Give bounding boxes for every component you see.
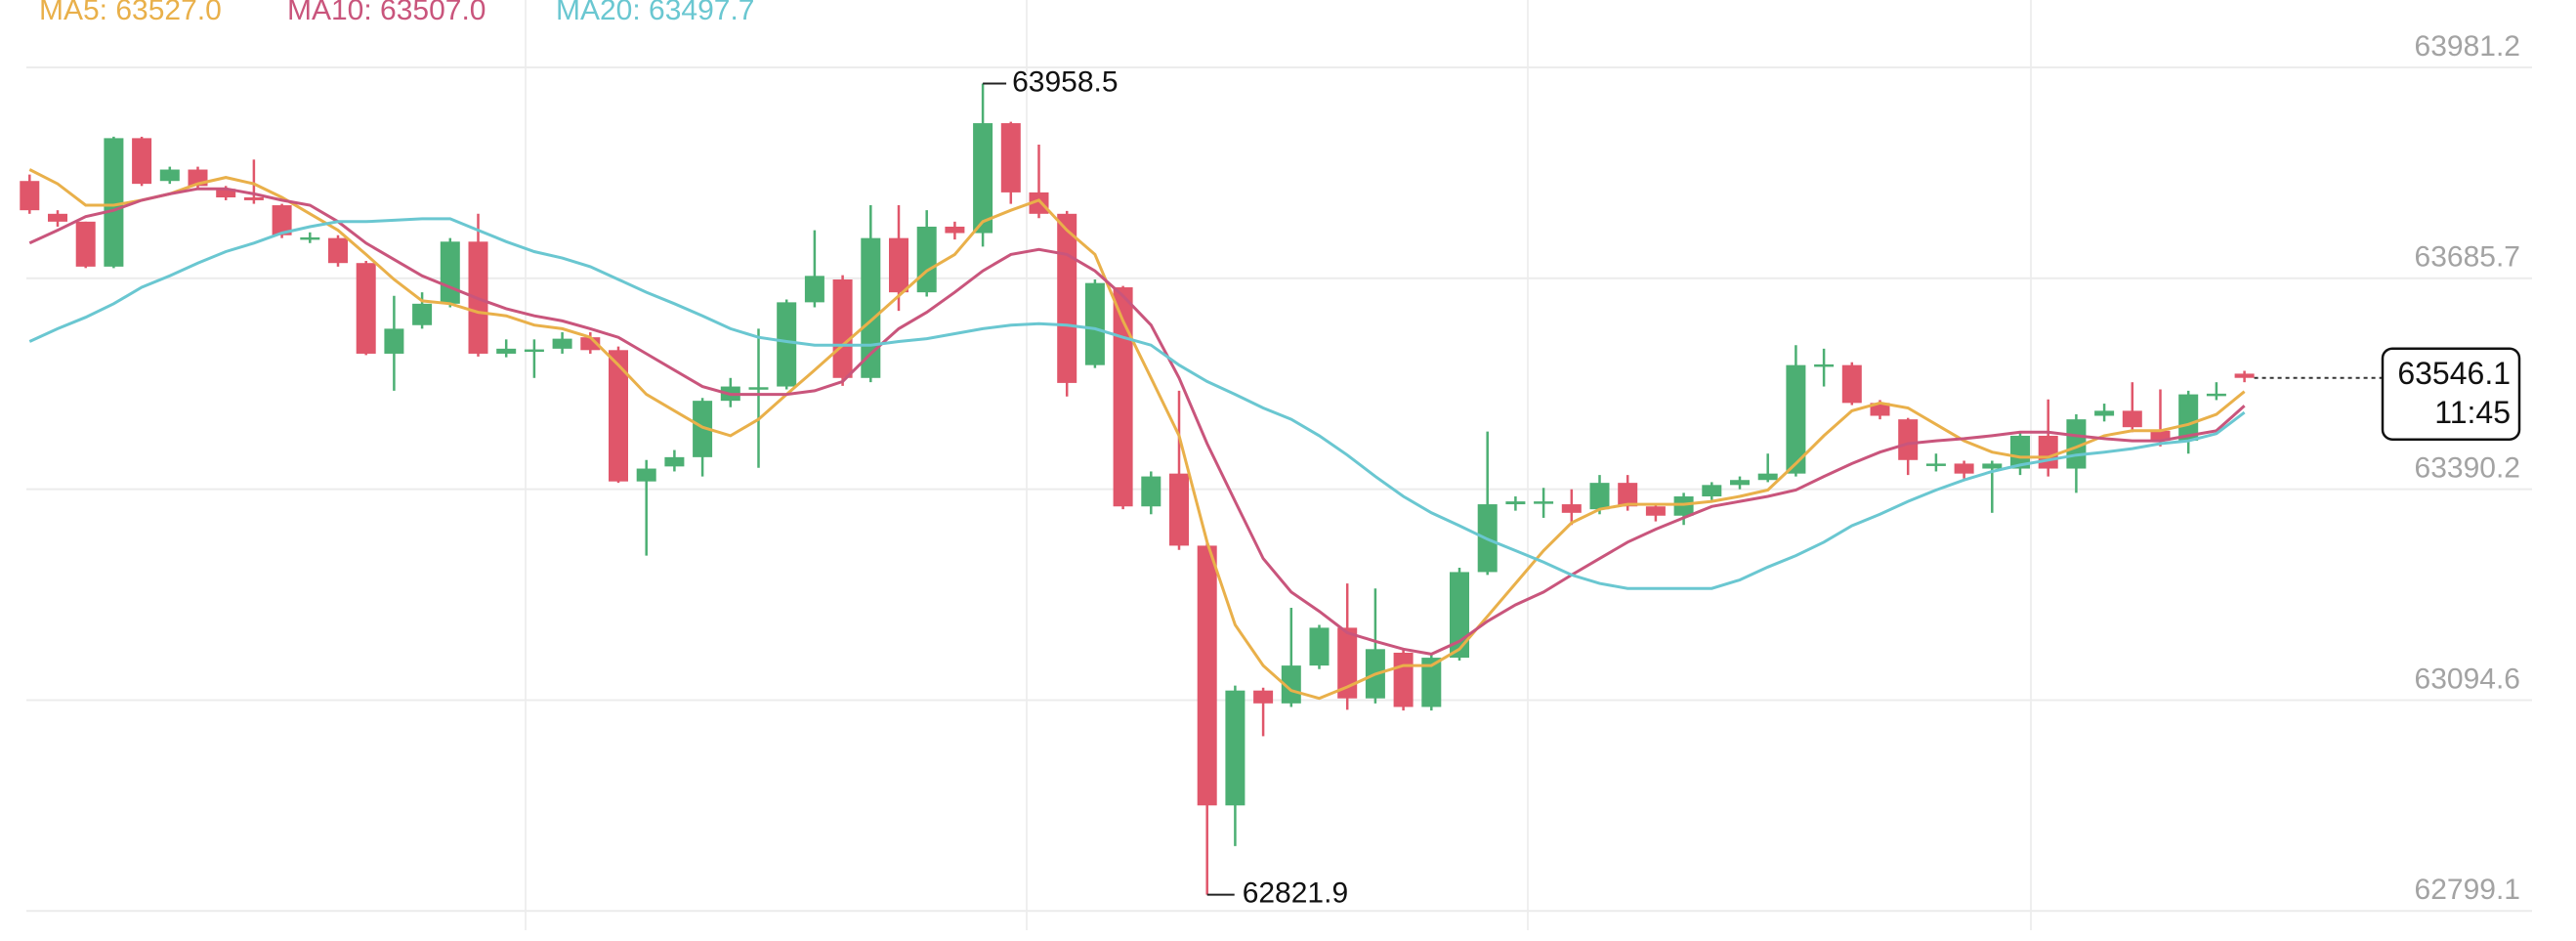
candle-body xyxy=(832,279,853,378)
ma-line xyxy=(28,217,2246,590)
candle-body xyxy=(2038,435,2058,469)
ma-line xyxy=(28,187,2246,656)
candle-body xyxy=(1925,463,1946,466)
candle-body xyxy=(1841,364,1862,404)
candle-body xyxy=(1057,213,1077,383)
candle-body xyxy=(1982,463,2003,469)
candle-body xyxy=(2178,394,2199,442)
countdown: 11:45 xyxy=(2434,395,2511,430)
candle-body xyxy=(1870,403,1890,416)
candle-body xyxy=(552,338,572,349)
candle-body xyxy=(2122,410,2142,428)
candle-body xyxy=(2206,393,2226,397)
y-tick-label: 62799.1 xyxy=(2415,874,2520,906)
candle-body xyxy=(132,138,152,185)
candle-body xyxy=(1000,123,1021,192)
candle-body xyxy=(243,197,264,200)
y-tick-label: 63390.2 xyxy=(2415,451,2520,484)
candle-body xyxy=(1505,501,1526,505)
time-grid xyxy=(525,0,2032,930)
y-tick-label: 63094.6 xyxy=(2415,663,2520,695)
candle-body xyxy=(664,456,685,467)
candle-body xyxy=(916,226,937,293)
candle-body xyxy=(1954,463,1974,474)
candle-body xyxy=(412,303,433,325)
high-label: 63958.5 xyxy=(1012,65,1118,98)
candle-body xyxy=(748,387,769,390)
last-price: 63546.1 xyxy=(2397,356,2511,391)
candle-body xyxy=(1169,473,1189,546)
candle-body xyxy=(272,205,292,235)
candle-body xyxy=(1084,282,1105,365)
candle-body xyxy=(1589,483,1610,510)
candle-body xyxy=(973,123,993,234)
legend-entry: MA5: 63527.0 xyxy=(39,0,222,26)
candle-body xyxy=(1197,545,1217,806)
candle-body xyxy=(75,221,96,267)
candle-body xyxy=(48,213,67,222)
candle-body xyxy=(777,302,797,387)
candle-body xyxy=(693,401,713,457)
candle-body xyxy=(496,348,517,354)
candle-body xyxy=(20,181,40,211)
legend-entry: MA20: 63497.7 xyxy=(556,0,754,26)
candle-body xyxy=(1645,506,1666,516)
candle-body xyxy=(1702,485,1722,497)
candle-body xyxy=(1337,627,1358,699)
legend-entry: MA10: 63507.0 xyxy=(287,0,486,26)
candle-body xyxy=(861,237,881,378)
candle-body xyxy=(1786,364,1806,474)
candle-body xyxy=(524,349,544,353)
candle-body xyxy=(1898,419,1919,460)
candle-body xyxy=(216,189,236,198)
candle-body xyxy=(2094,410,2115,416)
candle-body xyxy=(1730,480,1750,486)
candle-body xyxy=(945,226,965,234)
ma-line xyxy=(28,168,2246,701)
candle-body xyxy=(1618,483,1638,507)
candle-body xyxy=(328,237,348,264)
candle-body xyxy=(1113,287,1133,507)
candle-body xyxy=(1421,658,1442,707)
candle-body xyxy=(1225,690,1246,806)
candle-body xyxy=(1029,192,1049,214)
candle-body xyxy=(2150,430,2171,442)
candle-body xyxy=(609,350,628,482)
candle-body xyxy=(1673,496,1694,516)
candle-body xyxy=(1757,473,1778,481)
price-tag xyxy=(2381,347,2521,441)
candle-body xyxy=(356,263,376,354)
low-label: 62821.9 xyxy=(1243,877,1348,910)
candle-body xyxy=(440,241,460,304)
candle-body xyxy=(1534,501,1554,504)
candle-body xyxy=(104,138,124,267)
y-tick-label: 63685.7 xyxy=(2415,241,2520,274)
candle-body xyxy=(1309,627,1330,666)
candle-body xyxy=(1814,364,1835,367)
candle-body xyxy=(1393,652,1414,707)
candle-body xyxy=(636,468,656,482)
candle-body xyxy=(1561,504,1582,513)
y-tick-label: 63981.2 xyxy=(2415,30,2520,63)
candle-body xyxy=(1141,476,1161,507)
candle-body xyxy=(384,328,404,354)
candle-body xyxy=(1253,690,1274,704)
candle-body xyxy=(300,236,320,240)
candle-body xyxy=(159,169,180,182)
candle-body xyxy=(889,237,908,293)
candle-body xyxy=(804,276,824,303)
candle-body xyxy=(2234,373,2255,378)
candle-body xyxy=(1281,665,1301,704)
candle-body xyxy=(2010,435,2030,469)
